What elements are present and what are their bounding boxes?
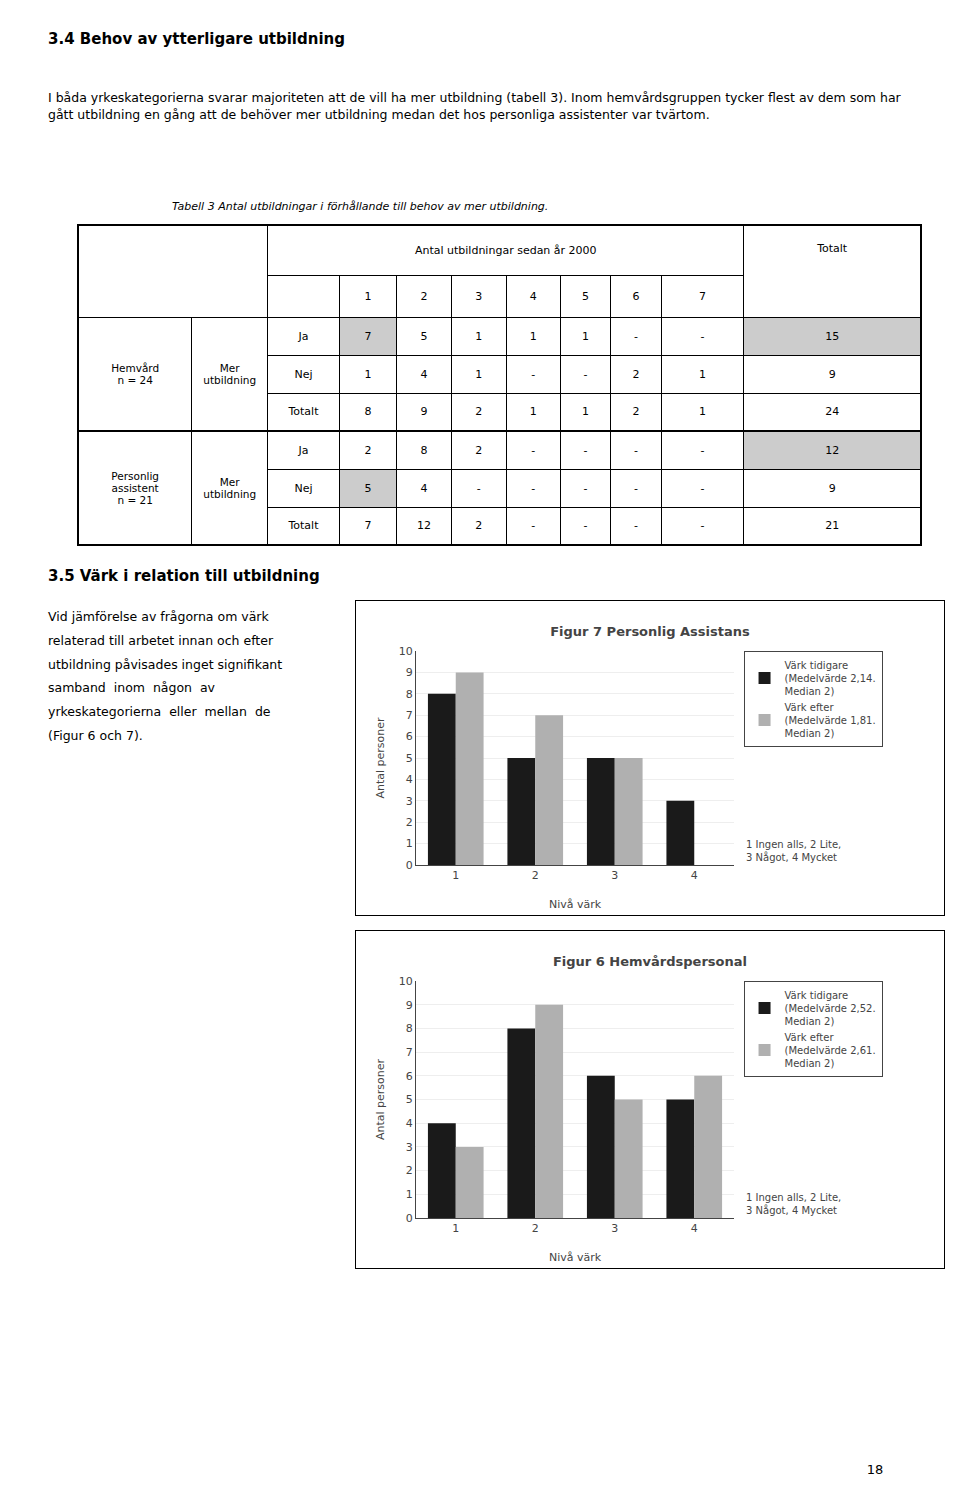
html-text:4: 4 [529,289,537,303]
html-text:15: 15 [825,329,840,343]
html-text:1: 1 [699,405,707,419]
svg-text:0: 0 [406,1212,413,1225]
html-text:9: 9 [828,481,836,495]
html-text:21: 21 [825,519,840,533]
svg-text:Värk tidigare(Medelvärde 2,14.: Värk tidigare(Medelvärde 2,14.Median 2) [785,660,876,697]
html-text:3.4 Behov av ytterligare utbil: 3.4 Behov av ytterligare utbildning [48,30,345,48]
html-text:5: 5 [364,481,372,495]
html-text:1: 1 [529,405,537,419]
svg-text:3: 3 [611,869,618,882]
svg-text:1: 1 [406,1188,413,1201]
svg-text:3: 3 [611,1222,618,1235]
html-text:Nej: Nej [294,481,313,495]
html-text:1: 1 [364,367,372,381]
html-text:7: 7 [364,519,372,533]
html-text:8: 8 [364,405,372,419]
html-text:Personlig assistent n = 21: Personlig assistent n = 21 [111,470,159,506]
svg-text:4: 4 [406,773,413,786]
svg-text:7: 7 [406,1046,413,1059]
svg-text:Värk efter(Medelvärde 1,81.Med: Värk efter(Medelvärde 1,81.Median 2) [785,702,876,739]
html-text:9: 9 [420,405,428,419]
svg-text:8: 8 [406,688,413,701]
html-text:1: 1 [475,367,483,381]
html-text:Antal utbildningar sedan år 20: Antal utbildningar sedan år 2000 [414,243,597,257]
html-text:Ja: Ja [298,329,309,343]
svg-text:2: 2 [406,816,413,829]
html-text:1: 1 [581,405,589,419]
html-text:1: 1 [581,329,589,343]
svg-text:5: 5 [406,752,413,765]
svg-text:Antal personer: Antal personer [374,1058,387,1140]
html-text:2: 2 [475,443,483,457]
svg-text:6: 6 [406,730,413,743]
svg-text:1: 1 [452,1222,459,1235]
html-text:1: 1 [699,367,707,381]
html-text:12: 12 [825,443,840,457]
html-text:8: 8 [420,443,428,457]
html-text:2: 2 [632,367,640,381]
html-text:5: 5 [420,329,428,343]
html-text:5: 5 [581,289,589,303]
svg-text:4: 4 [406,1117,413,1130]
html-text:Totalt: Totalt [288,519,319,533]
svg-text:6: 6 [406,1070,413,1083]
html-text:1: 1 [475,329,483,343]
html-text:2: 2 [475,405,483,419]
svg-text:9: 9 [406,666,413,679]
html-text:Totalt: Totalt [817,242,848,255]
html-text:9: 9 [828,367,836,381]
html-text:Mer utbildning: Mer utbildning [203,361,257,386]
html-text:3.5 Värk i relation till utbil: 3.5 Värk i relation till utbildning [48,567,320,585]
svg-text:1: 1 [452,869,459,882]
svg-text:8: 8 [406,1022,413,1035]
html-text:2: 2 [364,443,372,457]
html-text:Hemvård n = 24: Hemvård n = 24 [111,361,160,386]
html-text:I båda yrkeskategorierna svara: I båda yrkeskategorierna svarar majorite… [48,90,901,122]
svg-text:2: 2 [532,869,539,882]
html-text:7: 7 [364,329,372,343]
html-text:3: 3 [475,289,483,303]
svg-text:Figur 7 Personlig Assistans: Figur 7 Personlig Assistans [550,624,750,639]
html-text:4: 4 [420,367,428,381]
svg-text:1 Ingen alls, 2 Lite,3 Något,: 1 Ingen alls, 2 Lite,3 Något, 4 Mycket [746,839,841,863]
html-text:6: 6 [632,289,640,303]
html-text:Tabell 3 Antal utbildningar i: Tabell 3 Antal utbildningar i förhålland… [172,200,549,213]
html-text:1: 1 [364,289,372,303]
svg-text:2: 2 [532,1222,539,1235]
svg-text:Figur 6 Hemvårdspersonal: Figur 6 Hemvårdspersonal [553,954,747,969]
html-text:Mer utbildning: Mer utbildning [203,476,257,500]
html-text:Totalt: Totalt [288,405,319,419]
html-text:7: 7 [699,289,707,303]
html-text:2: 2 [420,289,428,303]
html-text:2: 2 [632,405,640,419]
svg-text:Antal personer: Antal personer [374,717,387,799]
svg-text:4: 4 [691,869,698,882]
svg-text:10: 10 [399,645,413,658]
html-text:18: 18 [866,1462,884,1477]
svg-text:1: 1 [406,837,413,850]
svg-text:5: 5 [406,1093,413,1106]
svg-text:7: 7 [406,709,413,722]
svg-text:Värk tidigare(Medelvärde 2,52.: Värk tidigare(Medelvärde 2,52.Median 2) [785,990,876,1027]
svg-text:3: 3 [406,1141,413,1154]
svg-text:9: 9 [406,999,413,1012]
svg-text:Nivå värk: Nivå värk [549,898,602,911]
html-text:Nej: Nej [294,367,313,381]
html-text:1: 1 [529,329,537,343]
html-text:Vid jämförelse av frågorna om: Vid jämförelse av frågorna om värk relat… [48,609,283,743]
html-text:12: 12 [417,519,431,533]
html-text:24: 24 [825,405,840,419]
svg-text:2: 2 [406,1164,413,1177]
svg-text:Värk efter(Medelvärde 2,61.Med: Värk efter(Medelvärde 2,61.Median 2) [785,1032,876,1069]
svg-text:10: 10 [399,975,413,988]
svg-text:0: 0 [406,859,413,872]
svg-text:4: 4 [691,1222,698,1235]
html-text:2: 2 [475,519,483,533]
html-text:4: 4 [420,481,428,495]
html-text:Ja: Ja [298,443,309,457]
svg-text:Nivå värk: Nivå värk [549,1251,602,1264]
svg-text:1 Ingen alls, 2 Lite,3 Något,: 1 Ingen alls, 2 Lite,3 Något, 4 Mycket [746,1192,841,1216]
svg-text:3: 3 [406,795,413,808]
